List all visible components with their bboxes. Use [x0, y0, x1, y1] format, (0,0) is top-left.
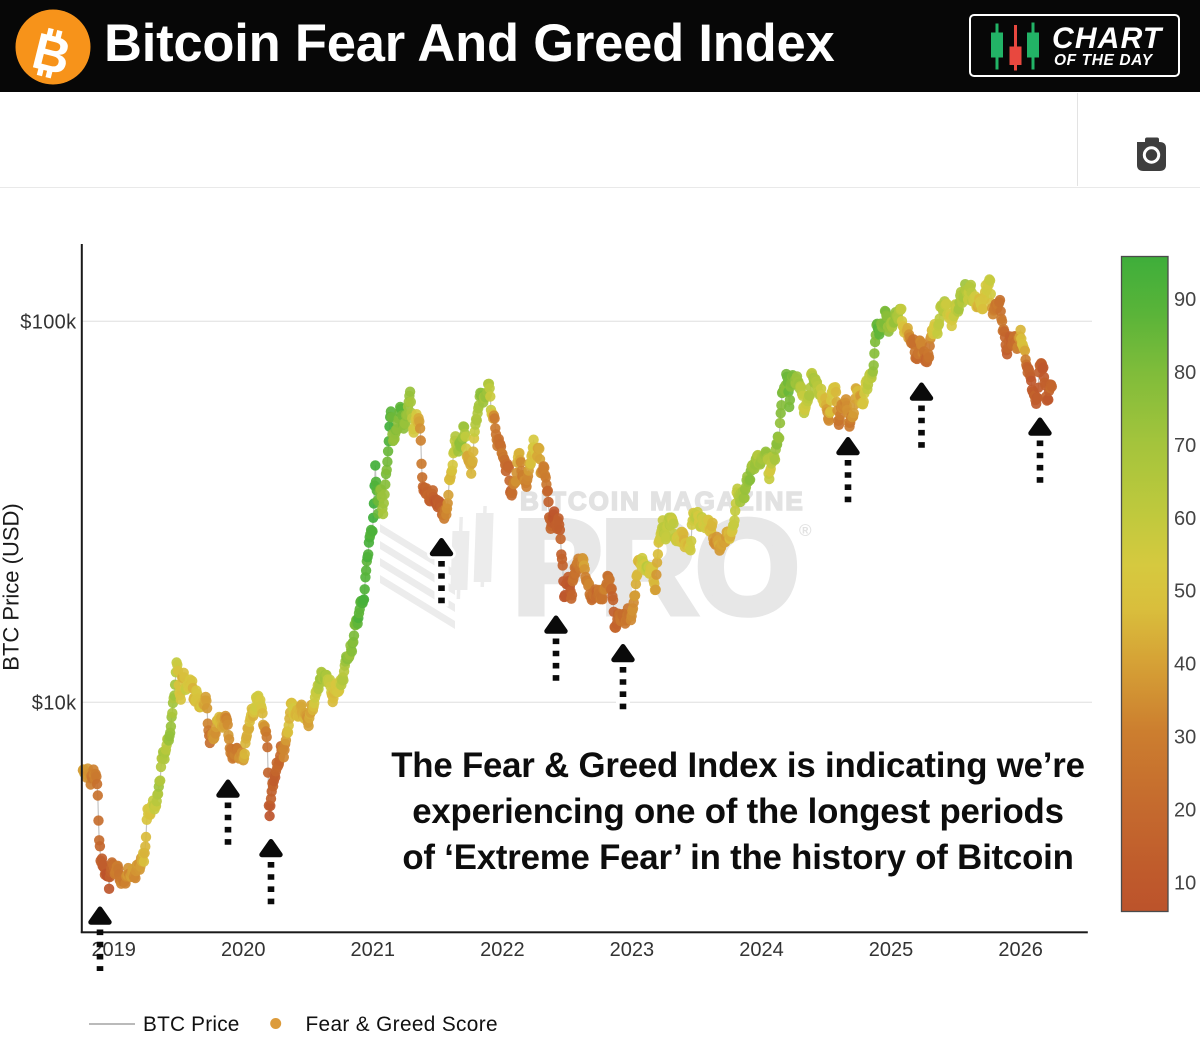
svg-text:of ‘Extreme Fear’ in the histo: of ‘Extreme Fear’ in the history of Bitc… [402, 838, 1073, 877]
svg-text:60: 60 [1174, 508, 1196, 530]
svg-text:Fear & Greed Score: Fear & Greed Score [306, 1013, 498, 1036]
svg-text:2020: 2020 [221, 939, 266, 961]
svg-text:experiencing one of the longes: experiencing one of the longest periods [412, 792, 1064, 831]
svg-text:BTC Price: BTC Price [143, 1013, 240, 1036]
svg-text:50: 50 [1174, 581, 1196, 603]
svg-text:10: 10 [1174, 872, 1196, 894]
svg-text:$100k: $100k [20, 311, 77, 333]
svg-text:BTC Price (USD): BTC Price (USD) [0, 503, 24, 670]
svg-text:2021: 2021 [351, 939, 396, 961]
svg-text:The Fear & Greed Index is indi: The Fear & Greed Index is indicating we’… [391, 746, 1085, 785]
svg-text:$10k: $10k [32, 692, 77, 714]
svg-text:80: 80 [1174, 362, 1196, 384]
svg-text:40: 40 [1174, 654, 1196, 676]
svg-text:2026: 2026 [998, 939, 1043, 961]
svg-text:2024: 2024 [739, 939, 784, 961]
svg-text:70: 70 [1174, 435, 1196, 457]
svg-text:30: 30 [1174, 727, 1196, 749]
svg-text:BITCOIN MAGAZINE: BITCOIN MAGAZINE [520, 486, 805, 516]
svg-text:®: ® [799, 521, 812, 540]
svg-text:90: 90 [1174, 289, 1196, 311]
svg-text:2022: 2022 [480, 939, 525, 961]
svg-text:20: 20 [1174, 799, 1196, 821]
svg-text:2023: 2023 [610, 939, 655, 961]
svg-text:2025: 2025 [869, 939, 914, 961]
